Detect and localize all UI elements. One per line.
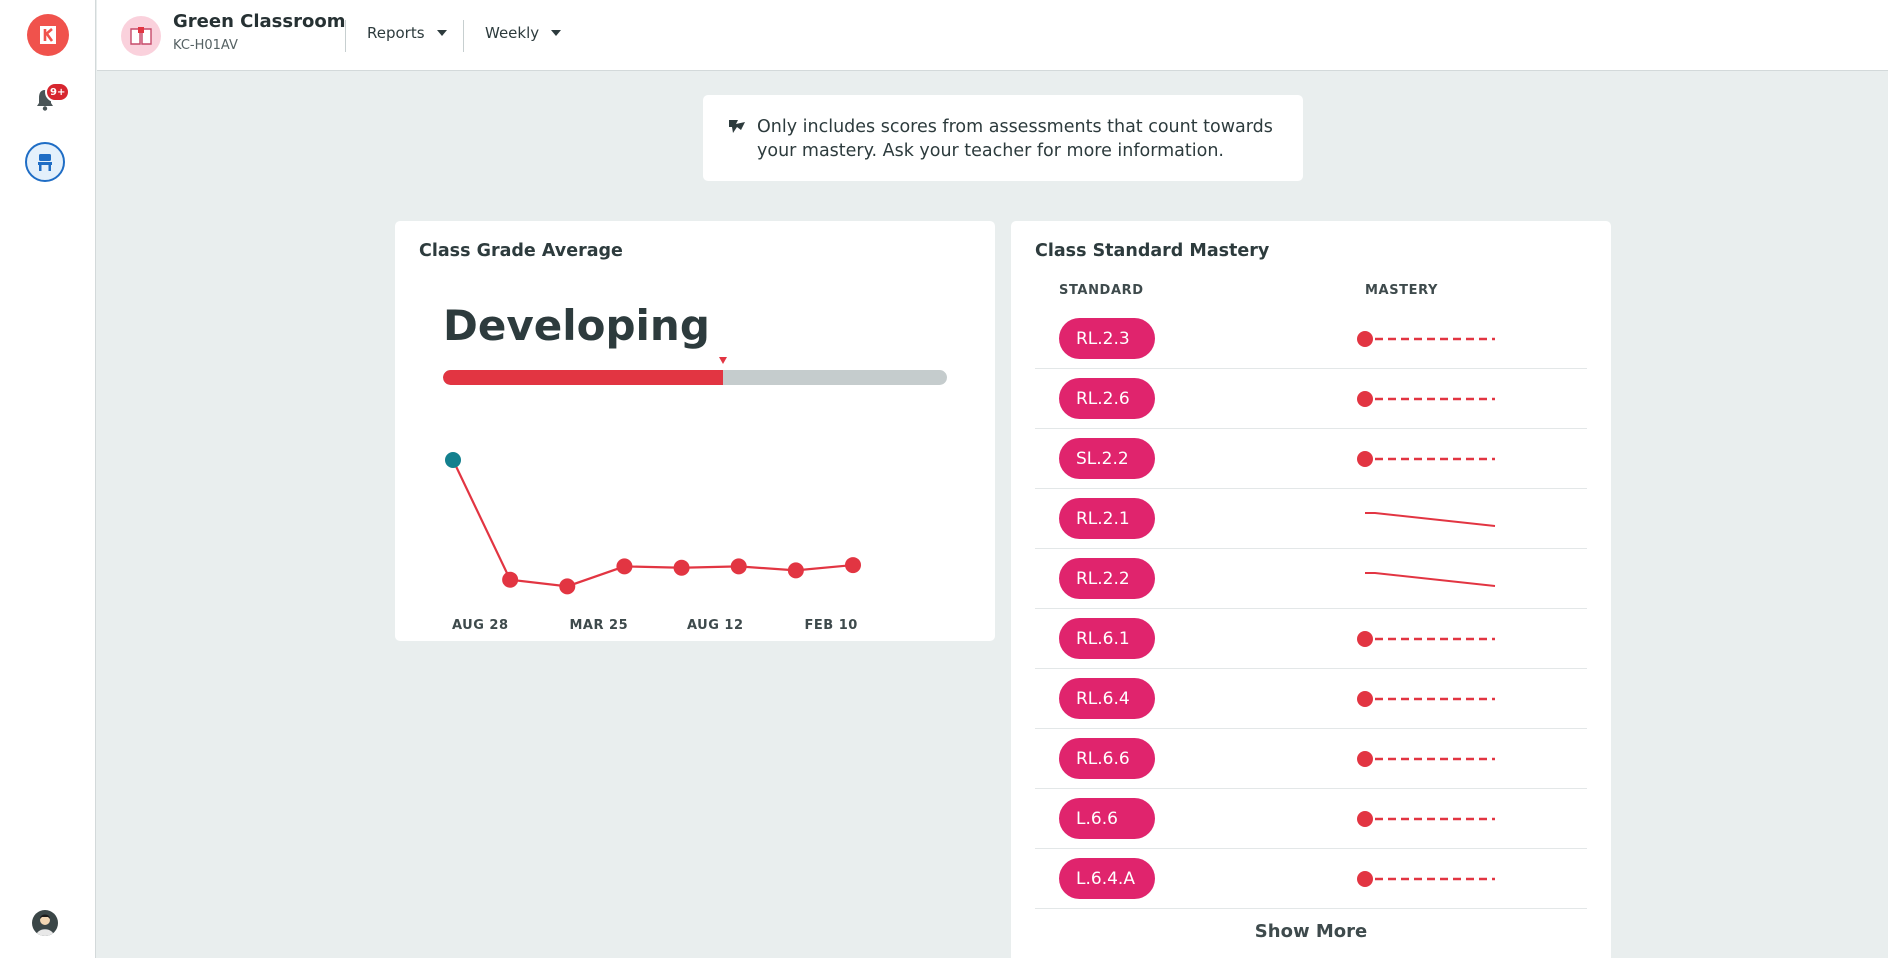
trend-point[interactable] xyxy=(730,558,747,575)
standard-pill[interactable]: L.6.6 xyxy=(1059,798,1155,839)
show-more-button[interactable]: Show More xyxy=(1254,921,1368,942)
mastery-row: L.6.6 xyxy=(1035,789,1587,849)
mastery-trend-line xyxy=(1357,691,1495,707)
mastery-point xyxy=(1357,631,1373,647)
trend-point[interactable] xyxy=(445,452,461,468)
mastery-trend-line xyxy=(1365,512,1496,527)
x-tick-label: MAR 25 xyxy=(570,618,629,633)
mastery-trend-line xyxy=(1357,331,1495,347)
mastery-trend-line xyxy=(1365,572,1496,587)
divider xyxy=(463,20,464,52)
period-dropdown-label: Weekly xyxy=(485,24,540,42)
notification-badge: 9+ xyxy=(45,82,71,102)
mastery-trend-line xyxy=(1357,751,1495,767)
standard-pill[interactable]: SL.2.2 xyxy=(1059,438,1155,479)
top-bar: Green Classroom KC-H01AV Reports Weekly xyxy=(97,0,1888,71)
trend-point[interactable] xyxy=(787,562,804,579)
mastery-declining-line xyxy=(1365,572,1496,587)
class-book-icon xyxy=(121,16,161,56)
standard-pill[interactable]: RL.2.1 xyxy=(1059,498,1155,539)
grade-card-title: Class Grade Average xyxy=(419,241,623,261)
left-rail: 9+ xyxy=(0,0,96,958)
class-title: Green Classroom xyxy=(173,11,346,32)
x-tick-label: AUG 12 xyxy=(687,618,744,633)
mastery-trend-line xyxy=(1357,391,1495,407)
standard-pill[interactable]: L.6.4.A xyxy=(1059,858,1155,899)
grade-trend-chart: AUG 28 MAR 25 AUG 12 FEB 10 xyxy=(445,452,861,633)
x-tick-label: AUG 28 xyxy=(452,618,509,633)
standard-pill[interactable]: RL.2.3 xyxy=(1059,318,1155,359)
grade-progress-fill xyxy=(443,370,723,385)
mastery-point xyxy=(1357,331,1373,347)
trend-line xyxy=(452,459,854,588)
mastery-point xyxy=(1357,451,1373,467)
chevron-down-icon xyxy=(551,30,562,36)
mastery-list: RL.2.3 RL.2.6 SL.2.2 RL.2.1 RL.2.2 RL.6.1 RL.6… xyxy=(1035,309,1587,909)
mastery-row: RL.6.1 xyxy=(1035,609,1587,669)
mastery-row: L.6.4.A xyxy=(1035,849,1587,909)
trend-point[interactable] xyxy=(559,578,576,595)
reports-dropdown-label: Reports xyxy=(367,24,425,42)
mastery-trend-line xyxy=(1357,631,1495,647)
divider xyxy=(345,20,346,52)
info-note: Only includes scores from assessments th… xyxy=(703,95,1303,181)
mastery-trend-line xyxy=(1357,871,1495,887)
mastery-trend-line xyxy=(1357,811,1495,827)
progress-marker-icon xyxy=(719,357,727,364)
mastery-row: RL.2.1 xyxy=(1035,489,1587,549)
trend-point[interactable] xyxy=(502,571,519,588)
logo-glyph-icon xyxy=(40,26,56,44)
classroom-nav-icon[interactable] xyxy=(25,142,65,182)
mastery-row: RL.2.6 xyxy=(1035,369,1587,429)
mastery-point xyxy=(1357,871,1373,887)
standard-pill[interactable]: RL.6.6 xyxy=(1059,738,1155,779)
mastery-column-header: MASTERY xyxy=(1365,283,1439,298)
standard-pill[interactable]: RL.6.1 xyxy=(1059,618,1155,659)
user-avatar[interactable] xyxy=(32,910,58,936)
flag-icon xyxy=(729,120,745,133)
trend-point[interactable] xyxy=(616,558,633,575)
standard-pill[interactable]: RL.2.6 xyxy=(1059,378,1155,419)
standard-pill[interactable]: RL.2.2 xyxy=(1059,558,1155,599)
class-code: KC-H01AV xyxy=(173,38,238,53)
mastery-point xyxy=(1357,751,1373,767)
standard-column-header: STANDARD xyxy=(1059,283,1144,298)
mastery-declining-line xyxy=(1365,512,1496,527)
mastery-point xyxy=(1357,691,1373,707)
mastery-point xyxy=(1357,391,1373,407)
mastery-row: RL.6.6 xyxy=(1035,729,1587,789)
mastery-row: SL.2.2 xyxy=(1035,429,1587,489)
mastery-card-title: Class Standard Mastery xyxy=(1035,241,1270,261)
reports-dropdown[interactable]: Reports xyxy=(367,24,447,42)
grade-progress-bar xyxy=(443,370,947,385)
grade-average-card: Class Grade Average Developing AUG 28 MAR… xyxy=(395,221,995,641)
standard-pill[interactable]: RL.6.4 xyxy=(1059,678,1155,719)
period-dropdown[interactable]: Weekly xyxy=(485,24,562,42)
app-logo-icon[interactable] xyxy=(27,14,69,56)
mastery-row: RL.2.3 xyxy=(1035,309,1587,369)
trend-point[interactable] xyxy=(673,559,690,576)
x-tick-label: FEB 10 xyxy=(805,618,858,633)
trend-point[interactable] xyxy=(845,557,861,574)
mastery-point xyxy=(1357,811,1373,827)
grade-level: Developing xyxy=(443,301,710,350)
mastery-trend-line xyxy=(1357,451,1495,467)
info-note-text: Only includes scores from assessments th… xyxy=(757,117,1273,161)
standard-mastery-card: Class Standard Mastery STANDARD MASTERY … xyxy=(1011,221,1611,958)
mastery-row: RL.6.4 xyxy=(1035,669,1587,729)
mastery-row: RL.2.2 xyxy=(1035,549,1587,609)
chevron-down-icon xyxy=(436,30,447,36)
